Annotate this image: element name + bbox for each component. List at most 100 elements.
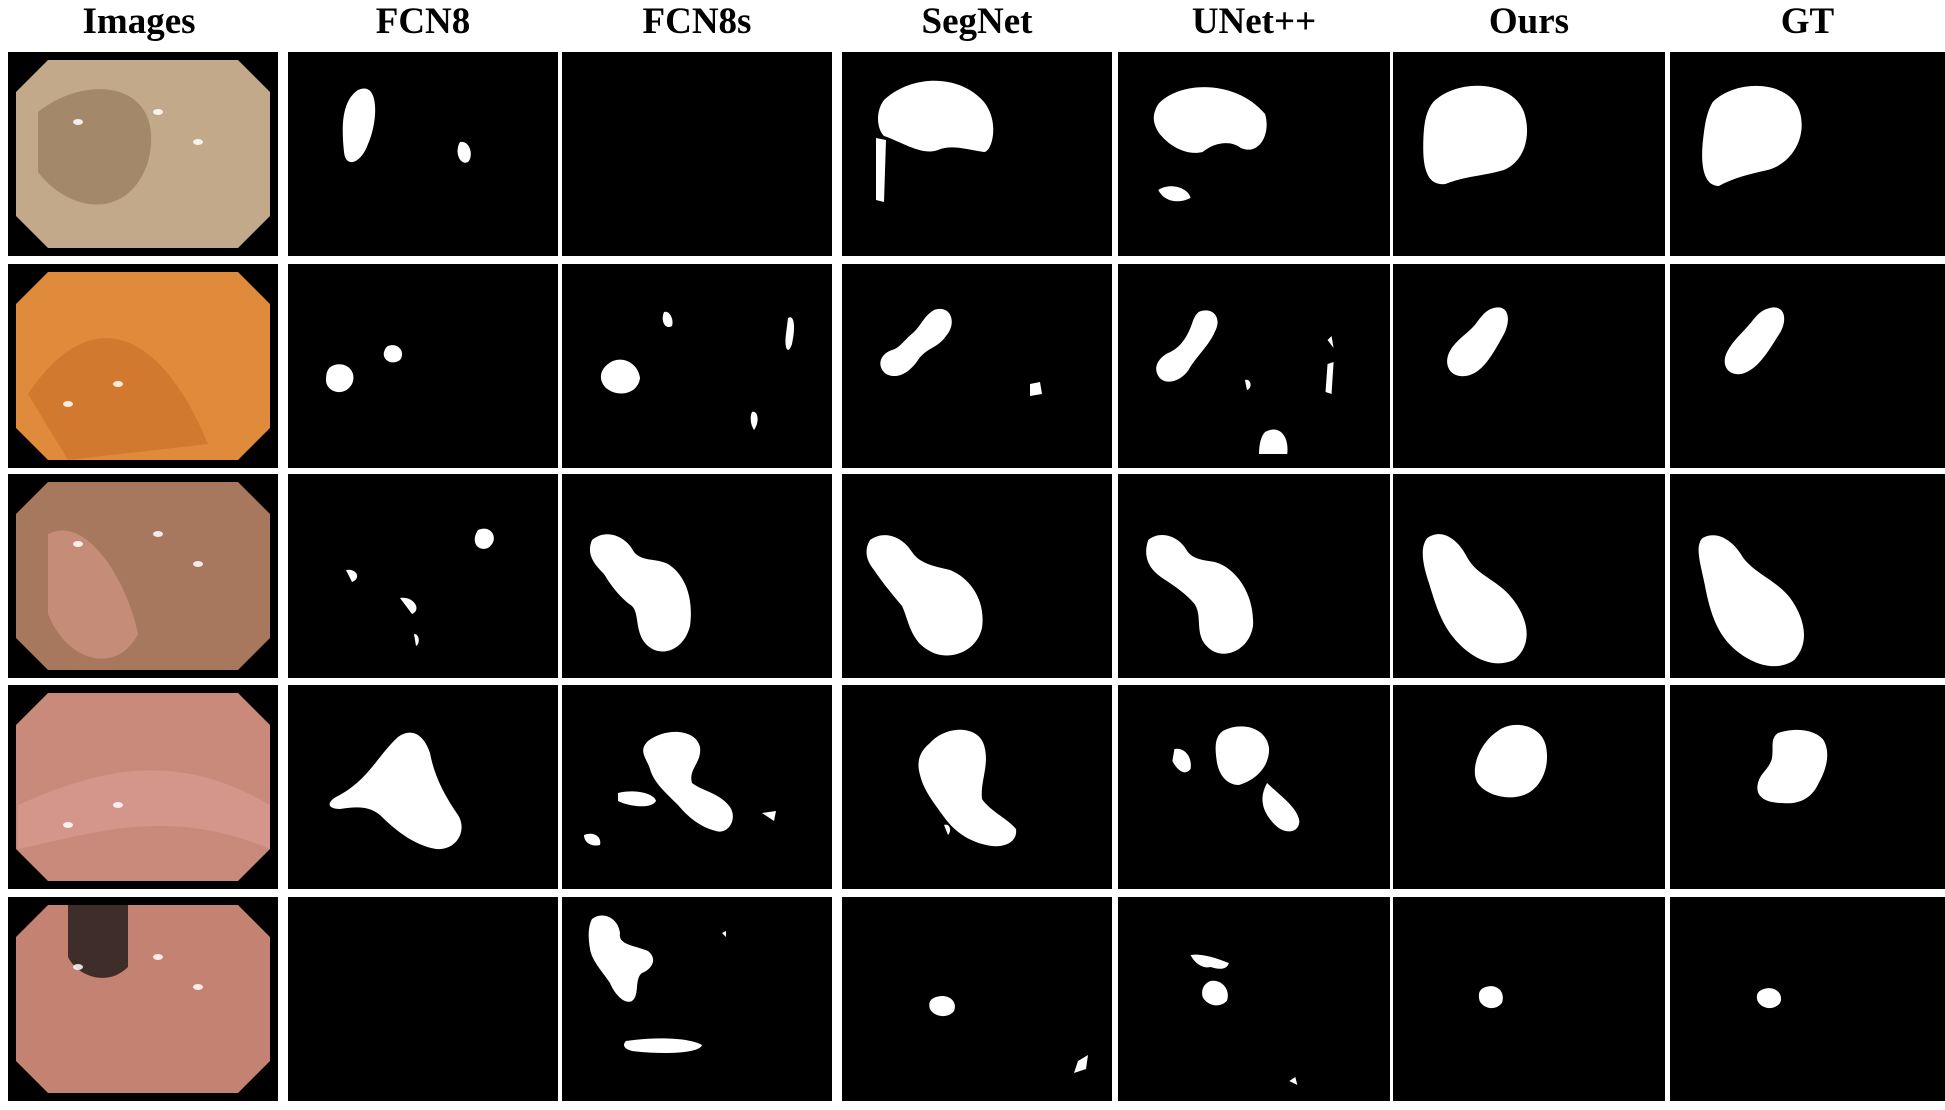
mask-region <box>624 1038 702 1053</box>
mask-unetpp <box>1118 474 1390 678</box>
mask-segnet <box>842 52 1112 256</box>
mask-region <box>474 528 494 549</box>
mask-svg <box>1447 307 1508 377</box>
mask-region <box>589 534 691 652</box>
column-title-fcn8s: FCN8s <box>642 1 752 42</box>
mask-region <box>662 311 673 328</box>
endoscopy-image-svg <box>16 60 270 248</box>
mask-svg <box>346 528 494 646</box>
specular-highlight <box>113 802 123 808</box>
mask-unetpp <box>1118 264 1390 468</box>
mask-svg <box>1702 85 1802 186</box>
mask-region <box>1447 307 1508 377</box>
endoscopy-image-svg <box>16 693 270 881</box>
mask-svg <box>1698 535 1804 667</box>
tissue-fold <box>18 770 270 849</box>
specular-highlight <box>63 401 73 407</box>
mask-unetpp <box>1118 685 1390 889</box>
mask-svg <box>288 897 558 1101</box>
specular-highlight <box>153 954 163 960</box>
mask-region <box>383 345 403 363</box>
mask-svg <box>866 535 983 656</box>
endoscopy-image <box>8 474 278 678</box>
mask-region <box>1172 748 1191 773</box>
mask-region <box>1474 724 1548 798</box>
mask-region <box>1158 186 1191 202</box>
mask-ours <box>1393 52 1665 256</box>
mask-region <box>342 88 376 163</box>
mask-segnet <box>842 897 1112 1101</box>
mask-region <box>1698 535 1804 667</box>
mask-region <box>584 833 601 846</box>
mask-region <box>1215 726 1270 785</box>
mask-svg <box>562 52 832 256</box>
mask-gt <box>1670 264 1945 468</box>
mask-region <box>876 138 886 202</box>
mask-svg <box>1146 535 1254 654</box>
mask-region <box>1074 1055 1088 1073</box>
mask-svg <box>1478 986 1503 1009</box>
mask-gt <box>1670 897 1945 1101</box>
mask-fcn8s <box>562 897 832 1101</box>
mask-segnet <box>842 264 1112 468</box>
mask-svg <box>1172 726 1300 832</box>
specular-highlight <box>193 139 203 145</box>
mask-region <box>1262 783 1300 832</box>
mask-fcn8s <box>562 685 832 889</box>
tissue-fold <box>28 338 208 460</box>
mask-svg <box>329 732 462 850</box>
mask-svg <box>1423 85 1528 185</box>
mask-region <box>346 569 358 582</box>
tissue-fold <box>38 89 152 205</box>
column-title-fcn8: FCN8 <box>375 1 471 42</box>
endoscopy-image <box>8 685 278 889</box>
column-header-row: Images FCN8 FCN8s SegNet UNet++ Ours GT <box>0 0 1945 52</box>
mask-region <box>1289 1077 1298 1085</box>
mask-ours <box>1393 264 1665 468</box>
mask-svg <box>584 731 776 846</box>
mask-gt <box>1670 474 1945 678</box>
endoscopy-frame <box>16 905 270 1093</box>
mask-region <box>329 732 462 850</box>
mask-region <box>1202 980 1228 1006</box>
mask-fcn8s <box>562 474 832 678</box>
mask-region <box>878 80 994 152</box>
mask-svg <box>876 80 994 202</box>
specular-highlight <box>193 561 203 567</box>
mask-region <box>1156 310 1218 382</box>
specular-highlight <box>153 531 163 537</box>
mask-region <box>618 791 656 807</box>
endoscopy-image-svg <box>16 905 270 1093</box>
endoscopy-image <box>8 52 278 256</box>
mask-region <box>918 729 1017 847</box>
specular-highlight <box>73 964 83 970</box>
mask-region <box>1756 988 1782 1009</box>
tissue-fold <box>48 530 138 659</box>
endoscopy-image <box>8 897 278 1101</box>
mask-fcn8 <box>288 52 558 256</box>
column-title-images: Images <box>82 1 196 42</box>
column-title-gt: GT <box>1780 1 1835 42</box>
mask-region <box>1423 85 1528 185</box>
mask-region <box>944 824 951 835</box>
mask-unetpp <box>1118 897 1390 1101</box>
mask-region <box>600 359 640 394</box>
specular-highlight <box>113 381 123 387</box>
mask-region <box>1724 307 1785 375</box>
mask-svg <box>1422 534 1527 664</box>
mask-region <box>588 915 654 1002</box>
mask-svg <box>1756 988 1782 1009</box>
endoscopy-image-svg <box>16 482 270 670</box>
mask-fcn8 <box>288 897 558 1101</box>
tissue-fold <box>68 905 128 978</box>
mask-svg <box>929 995 1088 1073</box>
mask-region <box>414 634 419 646</box>
mask-region <box>400 597 417 614</box>
segmentation-comparison-grid <box>0 52 1945 1110</box>
specular-highlight <box>73 119 83 125</box>
column-title-ours: Ours <box>1488 1 1570 42</box>
mask-region <box>1030 382 1042 396</box>
endoscopy-image-svg <box>16 272 270 460</box>
mask-region <box>1244 379 1251 390</box>
mask-region <box>1422 534 1527 664</box>
